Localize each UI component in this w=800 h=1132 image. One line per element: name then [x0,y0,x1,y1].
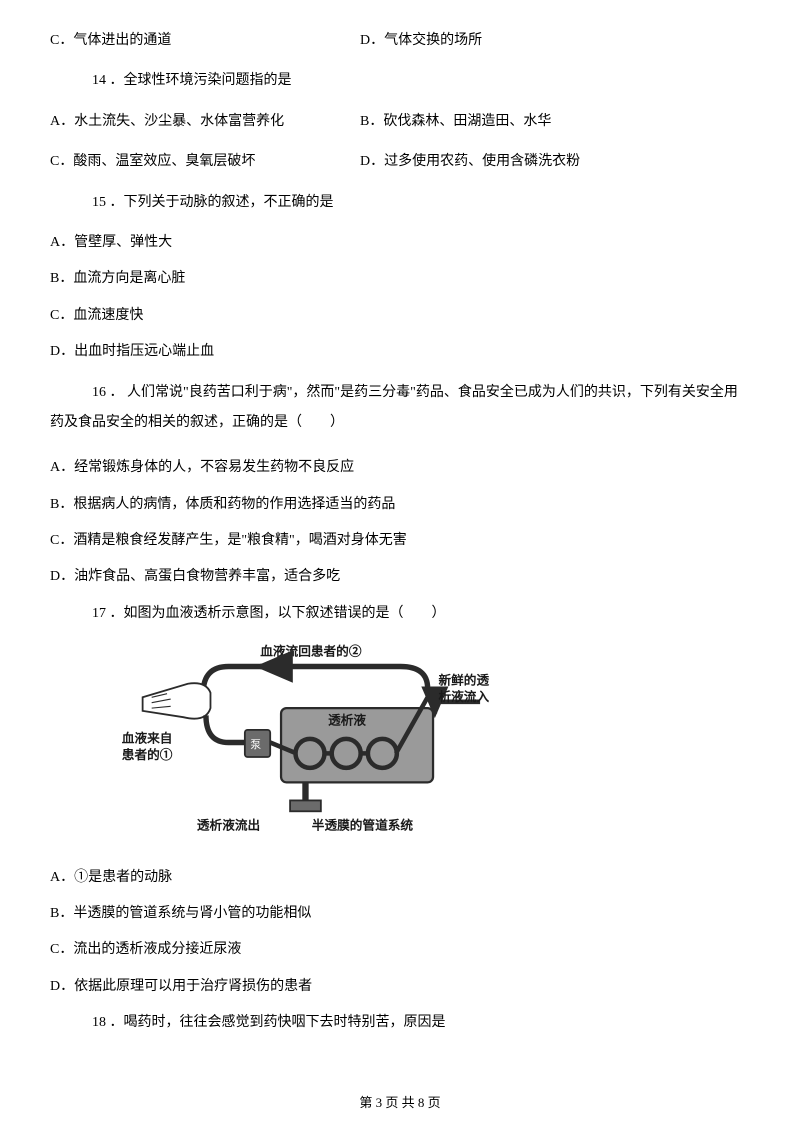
q13-options-cd: C．气体进出的通道 D．气体交换的场所 [50,30,750,52]
q15-stem: 15 ．下列关于动脉的叙述，不正确的是 [50,192,750,214]
q17-option-b: B．半透膜的管道系统与肾小管的功能相似 [50,903,750,925]
dialysis-diagram-svg: 血液流回患者的② 血液来自 患者的① 泵 透析液 新鲜的透 析液流入 [120,643,500,842]
q14-stem: 14 ．全球性环境污染问题指的是 [50,70,750,92]
q14-option-c: C．酸雨、温室效应、臭氧层破坏 [50,151,360,173]
q16-stem: 16 ． 人们常说"良药苦口利于病"，然而"是药三分毒"药品、食品安全已成为人们… [50,378,750,440]
q13-option-d: D．气体交换的场所 [360,30,482,52]
label-outflow: 透析液流出 [197,817,260,832]
q15-option-b: B．血流方向是离心脏 [50,268,750,290]
q16-option-d: D．油炸食品、高蛋白食物营养丰富，适合多吃 [50,566,750,588]
q13-option-c: C．气体进出的通道 [50,30,360,52]
q14-options-cd: C．酸雨、温室效应、臭氧层破坏 D．过多使用农药、使用含磷洗衣粉 [50,151,750,173]
q15-option-d: D．出血时指压远心端止血 [50,341,750,363]
q17-option-c: C．流出的透析液成分接近尿液 [50,939,750,961]
label-left-top: 血液来自 [122,731,173,746]
label-system: 半透膜的管道系统 [312,817,414,832]
page-footer: 第 3 页 共 8 页 [0,1093,800,1114]
q17-option-d: D．依据此原理可以用于治疗肾损伤的患者 [50,976,750,998]
q14-option-d: D．过多使用农药、使用含磷洗衣粉 [360,151,580,173]
label-right-top: 新鲜的透 [438,673,489,688]
q16-option-b: B．根据病人的病情，体质和药物的作用选择适当的药品 [50,494,750,516]
label-top: 血液流回患者的② [260,644,362,659]
q14-option-b: B．砍伐森林、田湖造田、水华 [360,111,551,133]
q17-option-a: A．①是患者的动脉 [50,867,750,889]
label-center: 透析液 [328,712,366,727]
label-right-bottom: 析液流入 [438,689,489,704]
q15-option-c: C．血流速度快 [50,305,750,327]
label-pump: 泵 [250,738,261,751]
label-left-bottom: 患者的① [122,747,173,762]
q17-stem: 17 ．如图为血液透析示意图，以下叙述错误的是（ ） [50,603,750,625]
q17-diagram: 血液流回患者的② 血液来自 患者的① 泵 透析液 新鲜的透 析液流入 [120,643,500,850]
q16-option-a: A．经常锻炼身体的人，不容易发生药物不良反应 [50,457,750,479]
q14-option-a: A．水土流失、沙尘暴、水体富营养化 [50,111,360,133]
q14-options-ab: A．水土流失、沙尘暴、水体富营养化 B．砍伐森林、田湖造田、水华 [50,111,750,133]
q18-stem: 18 ．喝药时，往往会感觉到药快咽下去时特别苦，原因是 [50,1012,750,1034]
q15-option-a: A．管壁厚、弹性大 [50,232,750,254]
q16-option-c: C．酒精是粮食经发酵产生，是"粮食精"，喝酒对身体无害 [50,530,750,552]
q16-stem-text: 16 ． 人们常说"良药苦口利于病"，然而"是药三分毒"药品、食品安全已成为人们… [50,385,738,431]
